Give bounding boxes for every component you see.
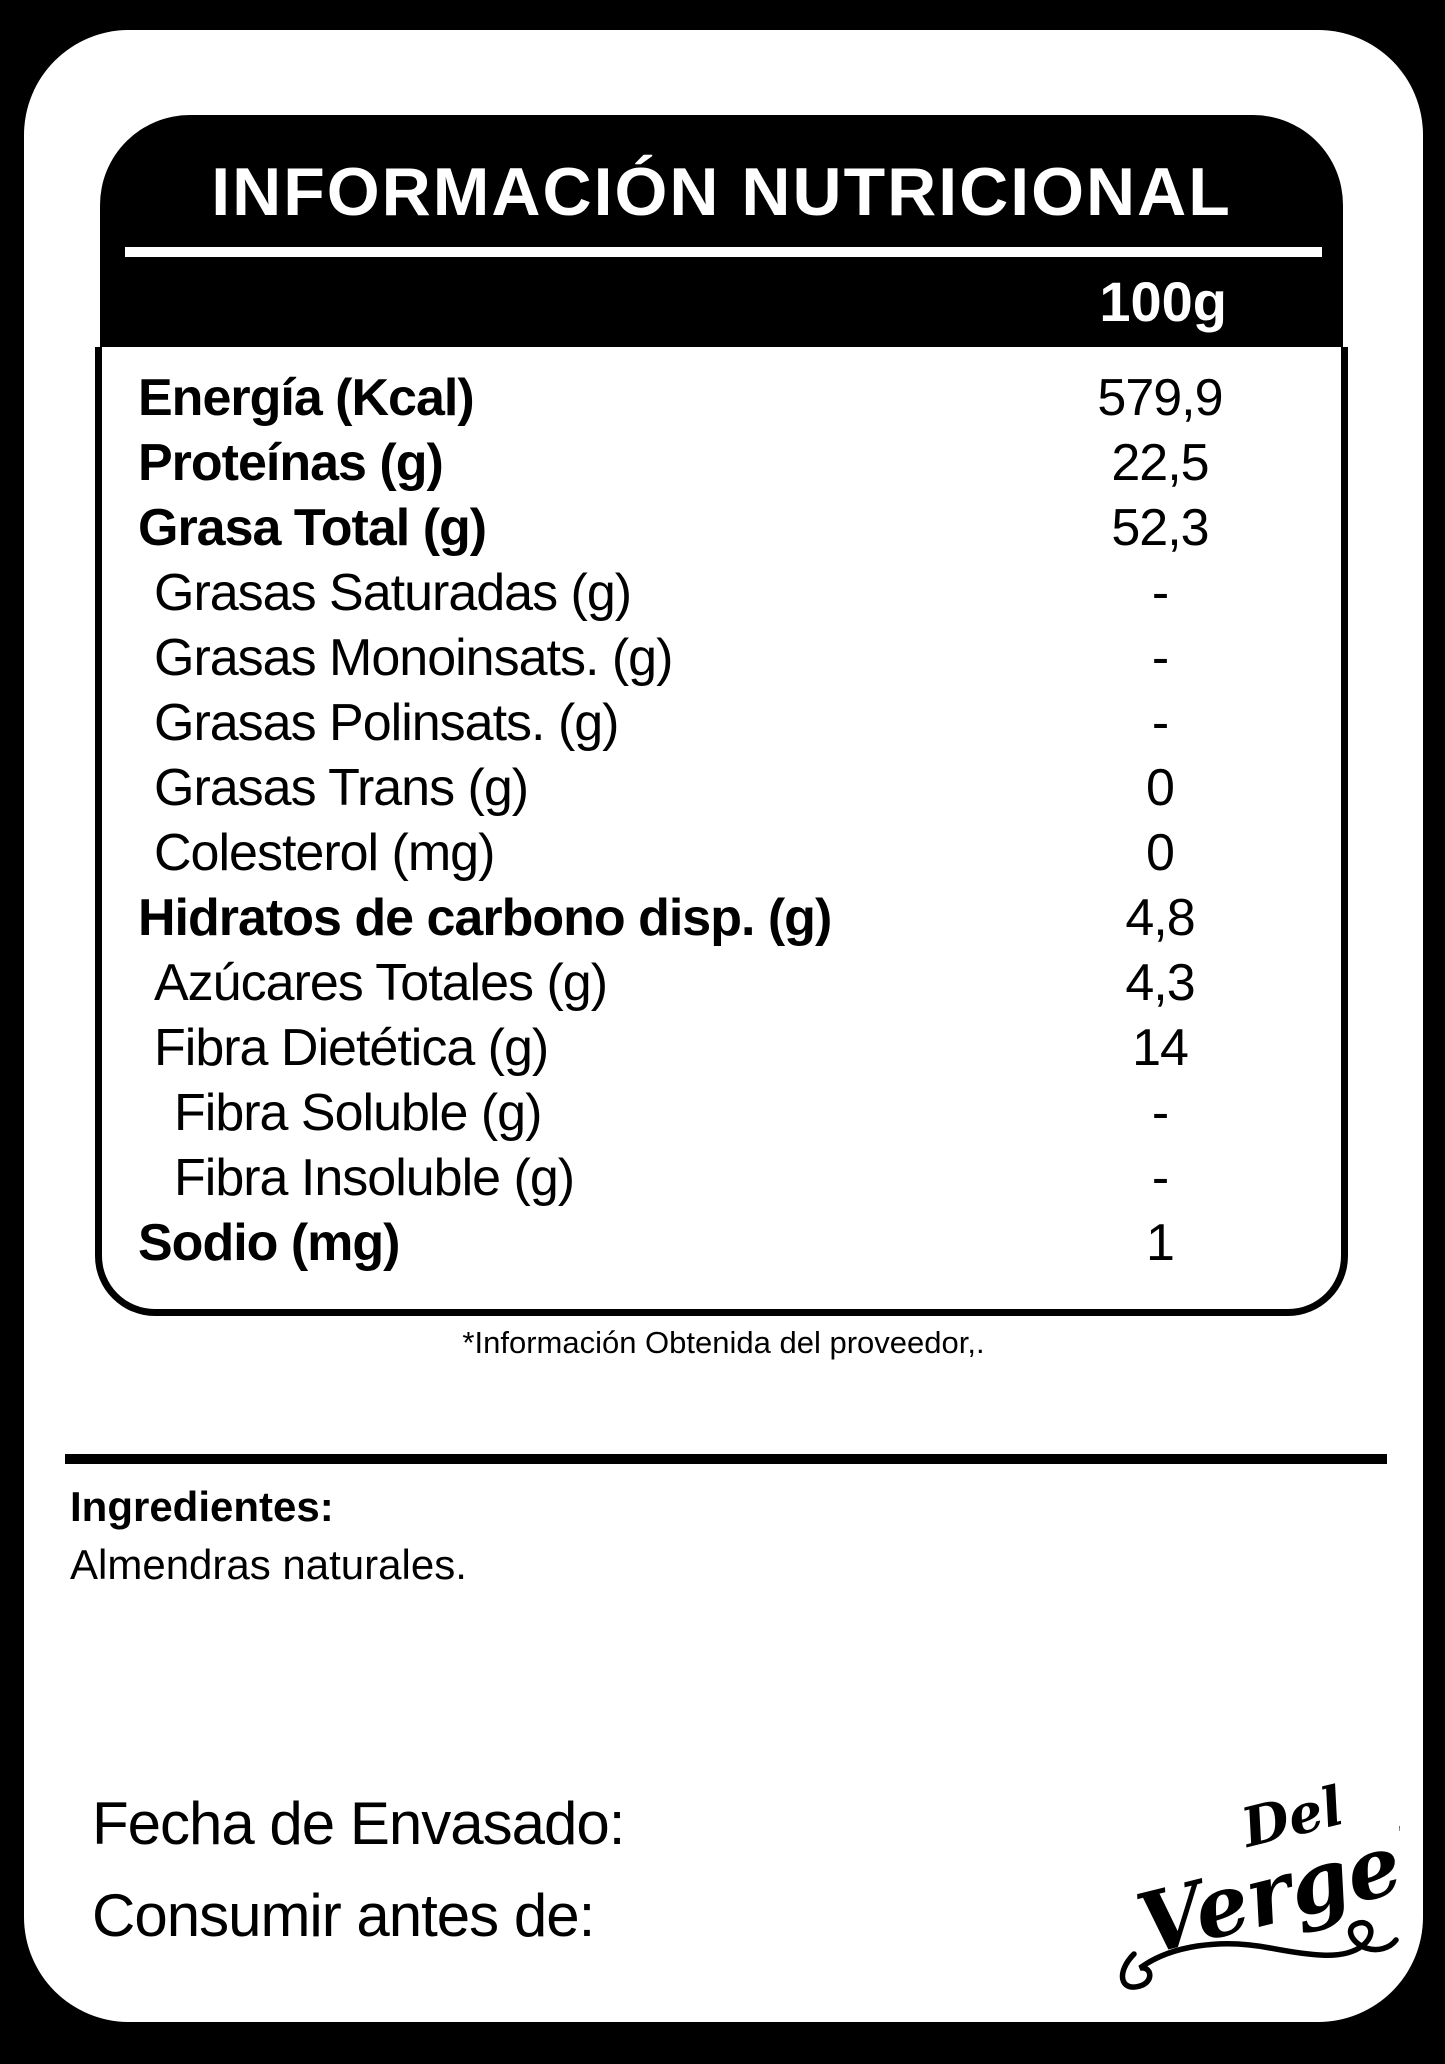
nutrition-row: Colesterol (mg) 0: [102, 820, 1341, 885]
nutrition-row: Sodio (mg) 1: [102, 1210, 1341, 1275]
nutrient-value: 4,3: [1125, 953, 1195, 1012]
nutrient-label: Azúcares Totales (g): [154, 953, 608, 1012]
nutrient-value: 52,3: [1111, 498, 1209, 557]
nutrition-row: Hidratos de carbono disp. (g) 4,8: [102, 885, 1341, 950]
nutrient-value: 0: [1146, 758, 1175, 817]
ingredients-text: Almendras naturales.: [70, 1541, 467, 1588]
source-footnote: *Información Obtenida del proveedor,.: [462, 1325, 985, 1360]
nutrient-label: Grasas Monoinsats. (g): [154, 628, 673, 687]
nutrient-label: Colesterol (mg): [154, 823, 495, 882]
nutrient-label: Fibra Dietética (g): [154, 1018, 549, 1077]
nutrition-row: Fibra Insoluble (g) -: [102, 1145, 1341, 1210]
nutrient-value: 0: [1146, 823, 1175, 882]
nutrient-label: Grasas Polinsats. (g): [154, 693, 620, 752]
nutrient-label: Grasas Trans (g): [154, 758, 529, 817]
best-before-label: Consumir antes de:: [92, 1882, 595, 1949]
nutrient-value: 1: [1146, 1213, 1175, 1272]
serving-size: 100g: [1099, 270, 1227, 333]
nutrition-row: Grasa Total (g) 52,3: [102, 495, 1341, 560]
nutrition-row: Grasas Trans (g) 0: [102, 755, 1341, 820]
brand-logo: Del Vergel: [1119, 1773, 1400, 1990]
nutrition-row: Grasas Saturadas (g) -: [102, 560, 1341, 625]
nutrient-value: -: [1151, 693, 1169, 752]
nutrition-row: Energía (Kcal) 579,9: [102, 365, 1341, 430]
nutrient-value: 22,5: [1111, 433, 1209, 492]
label-card: INFORMACIÓN NUTRICIONAL 100g Energía (Kc…: [24, 30, 1423, 2022]
nutrient-label: Sodio (mg): [138, 1213, 401, 1272]
nutrient-value: -: [1151, 628, 1169, 687]
nutrient-label: Fibra Soluble (g): [174, 1083, 542, 1142]
nutrient-value: 4,8: [1125, 888, 1195, 947]
nutrient-value: 579,9: [1097, 368, 1223, 427]
nutrition-table: Energía (Kcal) 579,9 Proteínas (g) 22,5 Gras…: [95, 347, 1348, 1316]
nutrition-row: Azúcares Totales (g) 4,3: [102, 950, 1341, 1015]
nutrition-row: Fibra Soluble (g) -: [102, 1080, 1341, 1145]
ingredients-section: Ingredientes: Almendras naturales.: [70, 1478, 467, 1594]
nutrient-label: Grasas Saturadas (g): [154, 563, 632, 622]
section-divider: [65, 1454, 1387, 1464]
nutrition-header-title: INFORMACIÓN NUTRICIONAL: [211, 154, 1232, 230]
nutrition-header: INFORMACIÓN NUTRICIONAL 100g: [100, 115, 1343, 347]
nutrient-value: -: [1151, 1083, 1169, 1142]
nutrient-label: Hidratos de carbono disp. (g): [138, 888, 832, 947]
nutrition-row: Fibra Dietética (g) 14: [102, 1015, 1341, 1080]
dates-section: Fecha de Envasado: Consumir antes de:: [92, 1778, 625, 1962]
nutrient-label: Grasa Total (g): [138, 498, 487, 557]
nutrition-row: Proteínas (g) 22,5: [102, 430, 1341, 495]
nutrient-value: 14: [1132, 1018, 1189, 1077]
nutrient-label: Fibra Insoluble (g): [174, 1148, 575, 1207]
header-divider: [125, 247, 1322, 257]
nutrient-label: Energía (Kcal): [138, 368, 475, 427]
packed-date-label: Fecha de Envasado:: [92, 1790, 625, 1857]
nutrition-rows: Energía (Kcal) 579,9 Proteínas (g) 22,5 Gras…: [102, 347, 1341, 1275]
nutrient-value: -: [1151, 1148, 1169, 1207]
nutrient-value: -: [1151, 563, 1169, 622]
ingredients-heading: Ingredientes:: [70, 1483, 334, 1530]
nutrient-label: Proteínas (g): [138, 433, 444, 492]
flourish-swash: [1119, 1919, 1399, 1990]
nutrition-row: Grasas Polinsats. (g) -: [102, 690, 1341, 755]
nutrition-row: Grasas Monoinsats. (g) -: [102, 625, 1341, 690]
